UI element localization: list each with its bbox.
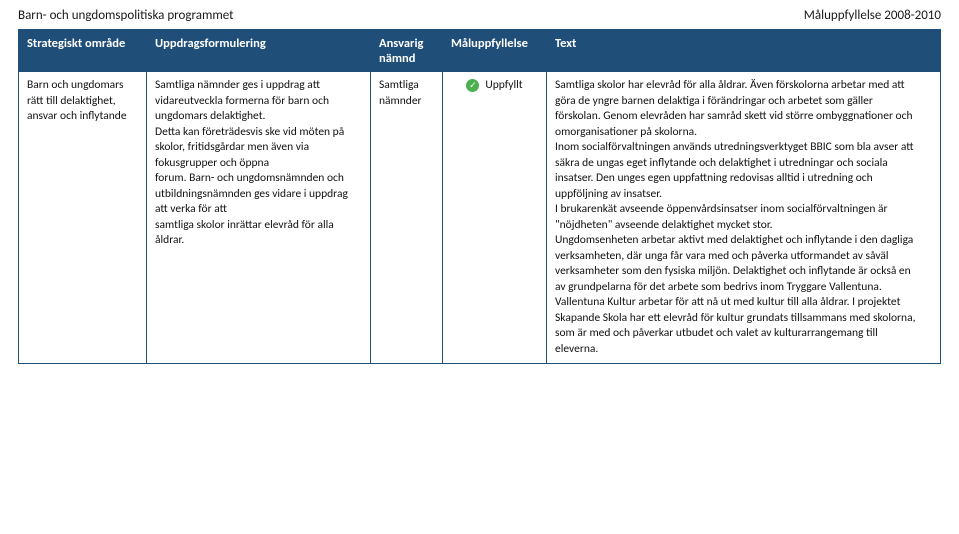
col-header-ansvarig: Ansvarig nämnd	[371, 30, 443, 72]
col-header-strategiskt: Strategiskt område	[19, 30, 147, 72]
table-row: Barn och ungdomars rätt till delaktighet…	[19, 72, 940, 363]
table-header-row: Strategiskt område Uppdragsformulering A…	[19, 30, 940, 72]
page-header: Barn- och ungdomspolitiska programmet Må…	[18, 8, 941, 23]
header-title-right: Måluppfyllelse 2008-2010	[804, 8, 941, 23]
cell-ansvarig: Samtliga nämnder	[371, 72, 443, 363]
page: Barn- och ungdomspolitiska programmet Må…	[0, 0, 959, 364]
data-table: Strategiskt område Uppdragsformulering A…	[18, 29, 941, 364]
col-header-maluppfyllelse: Måluppfyllelse	[443, 30, 547, 72]
check-icon: ✓	[466, 79, 479, 92]
header-title-left: Barn- och ungdomspolitiska programmet	[18, 8, 234, 23]
cell-strategiskt: Barn och ungdomars rätt till delaktighet…	[19, 72, 147, 363]
col-header-text: Text	[547, 30, 929, 72]
col-header-uppdrag: Uppdragsformulering	[147, 30, 371, 72]
status-label: Uppfyllt	[485, 78, 522, 94]
cell-uppdrag: Samtliga nämnder ges i uppdrag att vidar…	[147, 72, 371, 363]
cell-text: Samtliga skolor har elevråd för alla åld…	[547, 72, 929, 363]
status-badge: ✓ Uppfyllt	[451, 78, 538, 94]
cell-maluppfyllelse: ✓ Uppfyllt	[443, 72, 547, 363]
